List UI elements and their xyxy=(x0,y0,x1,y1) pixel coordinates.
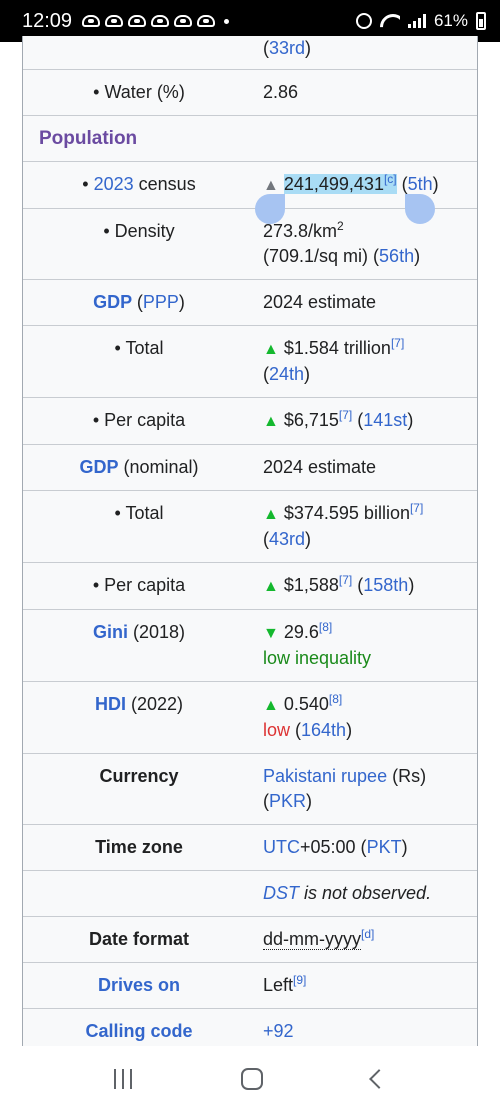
increase-triangle-icon: ▲ xyxy=(263,413,279,430)
gini-ref[interactable]: [8] xyxy=(318,620,333,634)
ppp-percap-row: • Per capita ▲ $6,715[7] (141st) xyxy=(23,398,477,445)
increase-triangle-icon: ▲ xyxy=(263,578,279,595)
ppp-link[interactable]: PPP xyxy=(142,292,179,312)
hdi-rank-link[interactable]: 164th xyxy=(301,720,347,740)
nominal-total-ref[interactable]: [7] xyxy=(409,501,424,515)
gdp-nominal-value: 2024 estimate xyxy=(263,457,377,477)
recent-apps-icon[interactable] xyxy=(114,1069,133,1089)
alarm-icon xyxy=(355,13,372,29)
calling-code-value[interactable]: +92 xyxy=(263,1021,294,1041)
currency-label: Currency xyxy=(99,766,179,786)
currency-row: Currency Pakistani rupee (Rs) (PKR) xyxy=(23,754,477,825)
status-bar: 12:09 61% xyxy=(0,0,500,42)
gdp-ppp-value: 2024 estimate xyxy=(263,292,377,312)
nominal-percap-ref[interactable]: [7] xyxy=(338,573,353,587)
game-controller-icon xyxy=(197,15,216,27)
game-controller-icon xyxy=(105,15,124,27)
timezone-label: Time zone xyxy=(95,837,183,857)
gdp-nominal-link[interactable]: GDP xyxy=(79,457,119,477)
currency-code-link[interactable]: PKR xyxy=(269,791,307,811)
nominal-percap-label: • Per capita xyxy=(92,575,186,595)
battery-percent: 61% xyxy=(433,11,468,30)
nominal-total-label: • Total xyxy=(114,503,164,523)
decrease-triangle-icon: ▼ xyxy=(263,625,279,642)
nominal-total-row: • Total ▲ $374.595 billion[7] (43rd) xyxy=(23,491,477,563)
dateformat-label: Date format xyxy=(88,929,190,949)
hdi-ref[interactable]: [8] xyxy=(328,692,343,706)
nominal-total-rank-link[interactable]: 43rd xyxy=(269,529,306,549)
water-label: • Water (%) xyxy=(93,82,185,102)
hdi-link[interactable]: HDI xyxy=(94,694,126,714)
wifi-icon xyxy=(380,14,400,28)
currency-link[interactable]: Pakistani rupee xyxy=(263,766,388,786)
timezone-row: Time zone UTC+05:00 (PKT) xyxy=(23,825,477,871)
density-row: • Density 273.8/km2 (709.1/sq mi) (56th) xyxy=(23,209,477,280)
density-rank-link[interactable]: 56th xyxy=(379,246,415,266)
increase-triangle-icon: ▲ xyxy=(263,697,279,714)
nominal-percap-rank-link[interactable]: 158th xyxy=(363,575,409,595)
hdi-description: low xyxy=(263,720,291,740)
status-time: 12:09 xyxy=(22,9,73,32)
water-row: • Water (%) 2.86 xyxy=(23,70,477,116)
more-notifications-icon xyxy=(224,18,230,24)
game-controller-icon xyxy=(174,15,193,27)
notification-icons xyxy=(82,15,356,27)
utc-link[interactable]: UTC xyxy=(263,837,300,857)
back-icon[interactable] xyxy=(368,1069,389,1089)
census-ref[interactable]: [c] xyxy=(383,172,397,186)
ppp-total-row: • Total ▲ $1.584 trillion[7] (24th) xyxy=(23,326,477,398)
game-controller-icon xyxy=(151,15,170,27)
census-value-selected[interactable]: 241,499,431[c] xyxy=(283,172,397,194)
selection-start-handle[interactable] xyxy=(255,194,285,224)
gdp-link[interactable]: GDP xyxy=(93,292,132,312)
census-row: • 2023 census ▲ 241,499,431[c] (5th) xyxy=(23,162,477,209)
signal-icon xyxy=(407,14,426,28)
ppp-total-ref[interactable]: [7] xyxy=(390,336,405,350)
game-controller-icon xyxy=(128,15,147,27)
gdp-nominal-row: GDP (nominal) 2024 estimate xyxy=(23,445,477,491)
gini-link[interactable]: Gini xyxy=(92,622,128,642)
pkt-link[interactable]: PKT xyxy=(366,837,402,857)
ppp-total-rank-link[interactable]: 24th xyxy=(269,364,305,384)
navigation-bar xyxy=(0,1046,500,1112)
increase-triangle-icon: ▲ xyxy=(263,341,279,358)
population-header: Population xyxy=(23,116,477,162)
gdp-ppp-row: GDP (PPP) 2024 estimate xyxy=(23,280,477,326)
density-label: • Density xyxy=(103,221,175,241)
dst-row: DST is not observed. xyxy=(23,871,477,917)
ppp-percap-rank-link[interactable]: 141st xyxy=(363,410,408,430)
dateformat-value: dd-mm-yyyy xyxy=(263,929,361,950)
gini-row: Gini (2018) ▼ 29.6[8] low inequality xyxy=(23,610,477,682)
census-year-link[interactable]: 2023 xyxy=(93,174,134,194)
dateformat-row: Date format dd-mm-yyyy[d] xyxy=(23,917,477,963)
gini-description: low inequality xyxy=(263,648,372,668)
dst-link[interactable]: DST xyxy=(263,883,299,903)
drives-row: Drives on Left[9] xyxy=(23,963,477,1009)
battery-icon xyxy=(476,12,486,30)
calling-code-link[interactable]: Calling code xyxy=(85,1021,193,1041)
ppp-total-label: • Total xyxy=(114,338,164,358)
increase-triangle-icon: ▲ xyxy=(263,506,279,523)
steady-triangle-icon: ▲ xyxy=(263,177,279,194)
infobox: (33rd) • Water (%) 2.86 Population • 202… xyxy=(22,36,478,1071)
hdi-row: HDI (2022) ▲ 0.540[8] low (164th) xyxy=(23,682,477,754)
area-rank-row: (33rd) xyxy=(23,36,477,70)
water-value: 2.86 xyxy=(263,82,299,102)
home-icon[interactable] xyxy=(240,1068,263,1090)
ppp-percap-label: • Per capita xyxy=(92,410,186,430)
selection-end-handle[interactable] xyxy=(405,194,435,224)
drives-ref[interactable]: [9] xyxy=(293,973,307,987)
ppp-percap-ref[interactable]: [7] xyxy=(338,408,353,422)
game-controller-icon xyxy=(82,15,101,27)
nominal-percap-row: • Per capita ▲ $1,588[7] (158th) xyxy=(23,563,477,610)
area-rank-link[interactable]: 33rd xyxy=(269,38,306,58)
census-rank-link[interactable]: 5th xyxy=(407,174,433,194)
dateformat-ref[interactable]: [d] xyxy=(361,927,375,941)
drives-on-link[interactable]: Drives on xyxy=(97,975,181,995)
